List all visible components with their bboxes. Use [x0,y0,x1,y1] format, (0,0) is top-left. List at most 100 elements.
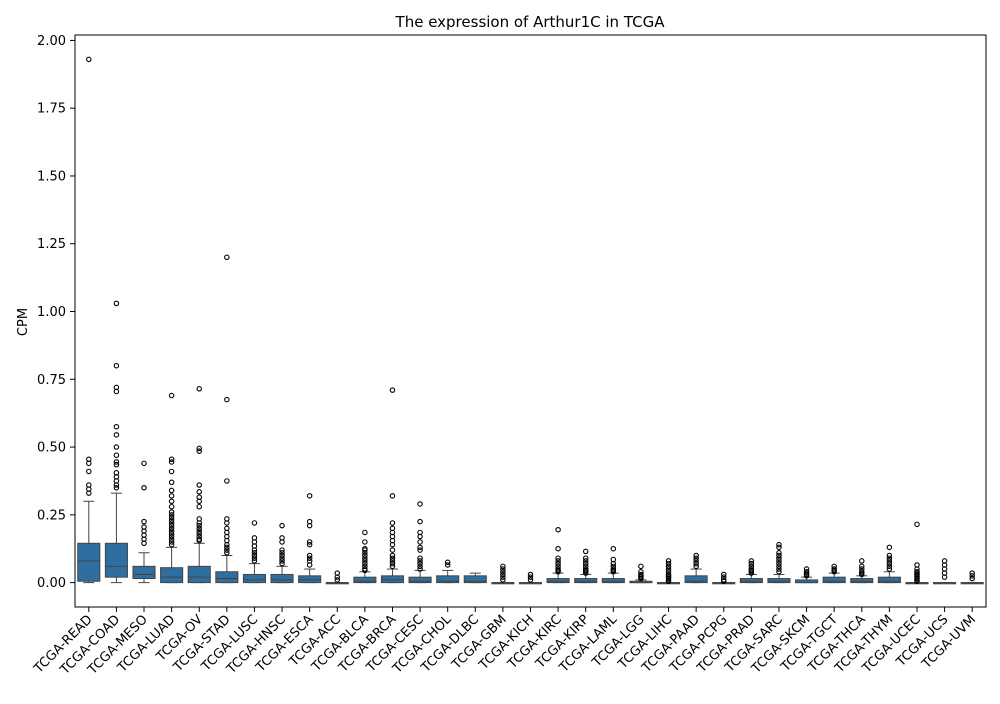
outlier-point [444,562,451,568]
outlier-point [886,544,893,551]
outlier-point [279,558,285,564]
outlier-point [610,545,617,552]
outlier-point [224,550,230,556]
outlier-point [362,567,368,574]
box-body [160,567,184,584]
outlier-point [113,444,120,450]
box-body [822,576,846,584]
outlier-point [776,560,782,567]
outlier-point [720,578,727,584]
box-body [353,576,377,584]
outlier-point [776,550,782,556]
outlier-point [803,573,810,579]
box-body [684,575,708,584]
outlier-point [776,541,782,548]
box-tcga-lusc [242,520,266,584]
outlier-point [859,571,865,578]
box-tcga-paad [684,552,708,584]
box-tcga-ucs [933,558,957,585]
outlier-point [527,574,534,580]
outlier-point [389,563,396,570]
outlier-point [251,555,258,561]
outlier-point [417,566,423,572]
outlier-point [720,571,727,578]
outlier-point [417,560,423,567]
outlier-point [776,558,782,564]
outlier-point [693,555,699,561]
outlier-point [224,547,230,553]
outlier-point [500,574,506,580]
outlier-point [279,550,285,556]
chart-title: The expression of Arthur1C in TCGA [395,13,666,31]
outlier-point [168,536,175,542]
outlier-point [389,547,396,553]
outlier-point [555,560,561,567]
outlier-point [196,522,202,529]
outlier-point [168,531,175,537]
box-body [104,542,128,578]
box-tcga-acc [325,570,349,585]
box-body [739,578,763,584]
outlier-point [168,522,175,529]
box-tcga-thym [877,544,901,584]
outlier-point [196,489,202,495]
outlier-point [168,514,175,521]
box-tcga-sarc [767,541,791,584]
outlier-point [306,552,313,559]
outlier-point [306,562,313,568]
box-body [546,578,570,584]
outlier-point [168,512,175,518]
outlier-point [113,452,120,458]
outlier-point [279,560,285,567]
outlier-point [582,558,589,564]
box-tcga-coad [104,300,128,584]
box-body [574,578,598,584]
outlier-point [168,456,175,463]
box-body [850,578,874,584]
box-tcga-read [77,56,101,584]
outlier-point [362,552,368,559]
outlier-point [334,574,341,580]
axes-frame [74,34,987,608]
outlier-point [638,563,644,570]
box-tcga-luad [160,392,184,584]
outlier-point [196,531,202,537]
outlier-point [527,571,534,578]
outlier-point [224,541,230,548]
box-tcga-meso [132,460,156,584]
outlier-point [141,518,147,525]
y-tick-label: 2.00 [37,34,66,49]
box-body [215,571,239,584]
outlier-point [859,563,865,570]
outlier-point [113,459,120,465]
outlier-point [389,555,396,561]
outlier-point [665,578,672,584]
outlier-point [693,558,699,564]
outlier-point [665,560,672,567]
box-body [242,573,266,584]
outlier-point [886,560,893,567]
outlier-point [196,448,202,454]
box-tcga-ov [187,386,211,584]
outlier-point [196,528,202,534]
outlier-point [665,563,672,570]
outlier-point [168,525,175,532]
y-tick-label: 1.00 [37,305,66,320]
outlier-point [168,528,175,534]
outlier-point [500,563,506,570]
outlier-point [168,520,175,526]
box-tcga-lihc [656,558,681,585]
outlier-point [610,569,617,575]
outlier-point [638,575,644,582]
box-tcga-skcm [795,566,819,584]
box-body [767,578,791,584]
outlier-point [86,460,92,467]
outlier-point [582,570,589,576]
outlier-point [417,518,423,525]
outlier-point [362,560,368,567]
outlier-point [362,555,368,561]
outlier-point [279,555,285,561]
outlier-point [362,558,368,564]
